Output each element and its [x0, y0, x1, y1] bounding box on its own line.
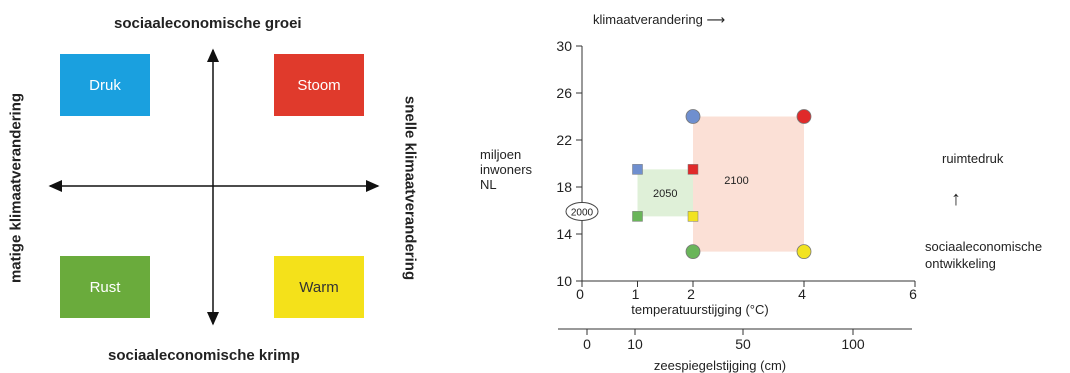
quadrant-axes [48, 48, 380, 326]
x2-tick-label: 50 [735, 336, 751, 352]
y-axis-label: miljoen inwoners NL [480, 147, 532, 192]
socioeconomic-line-2: ontwikkeling [925, 256, 996, 271]
x-tick-label: 2 [687, 286, 695, 302]
scenario-box-rust: Rust [60, 256, 150, 318]
top-axis-label: sociaaleconomische groei [114, 15, 302, 32]
scenario-box-druk: Druk [60, 54, 150, 116]
x2-tick-label: 100 [841, 336, 865, 352]
x-axis-label: temperatuurstijging (°C) [631, 302, 768, 317]
socioeconomic-development-label: sociaaleconomische ontwikkeling [925, 238, 1042, 272]
marker-2100 [796, 109, 812, 124]
scenario-box-stoom: Stoom [274, 54, 364, 116]
region-2050 [637, 169, 693, 217]
scenario-box-warm: Warm [274, 256, 364, 318]
scenario-label-druk: Druk [89, 76, 121, 94]
start-point-label: 2000 [571, 208, 594, 219]
scenario-label-stoom: Stoom [297, 76, 341, 94]
x2-tick-label: 0 [583, 336, 591, 352]
y-axis-label-line-1: miljoen [480, 147, 522, 162]
y-tick-label: 22 [556, 132, 572, 148]
x-tick-label: 1 [632, 286, 640, 302]
y-tick-label: 26 [556, 85, 572, 101]
y-axis-label-line-3: NL [480, 177, 497, 192]
bottom-axis-label: sociaaleconomische krimp [108, 347, 300, 364]
region-label-2100: 2100 [724, 175, 748, 187]
marker-2050 [687, 164, 699, 175]
marker-2050 [687, 211, 699, 222]
marker-2100 [685, 244, 701, 260]
spatial-pressure-label: ruimtedruk [942, 151, 1004, 166]
climate-change-text: klimaatverandering [593, 12, 703, 27]
marker-2100 [685, 109, 701, 124]
climate-change-label: klimaatverandering ⟶ [593, 12, 725, 28]
y-tick-label: 30 [556, 38, 572, 54]
region-2100 [693, 116, 804, 252]
x-tick-label: 4 [798, 286, 806, 302]
x2-axis-label: zeespiegelstijging (cm) [654, 358, 786, 373]
y-tick-label: 18 [556, 179, 572, 195]
region-label-2050: 2050 [653, 188, 677, 200]
marker-2050 [632, 164, 643, 175]
marker-2100 [796, 244, 812, 260]
y-tick-label: 14 [556, 226, 572, 242]
y-tick-label: 10 [556, 273, 572, 289]
x-tick-label: 6 [909, 286, 917, 302]
x-tick-label: 0 [576, 286, 584, 302]
scenario-label-warm: Warm [299, 278, 339, 296]
start-point-2000 [565, 202, 599, 221]
x2-tick-label: 10 [627, 336, 643, 352]
arrow-right-icon: ⟶ [706, 12, 726, 27]
socioeconomic-line-1: sociaaleconomische [925, 239, 1043, 254]
y-axis-label-line-2: inwoners [480, 162, 533, 177]
marker-2050 [632, 211, 643, 222]
arrow-up-icon: ↑ [951, 188, 961, 210]
scenario-label-rust: Rust [89, 278, 121, 296]
